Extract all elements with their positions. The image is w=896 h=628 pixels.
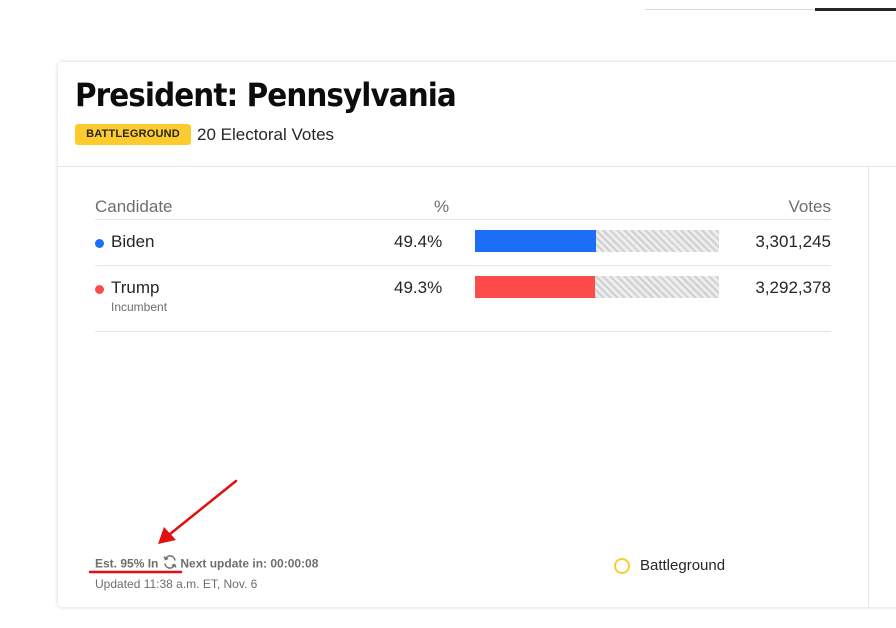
last-updated: Updated 11:38 a.m. ET, Nov. 6 <box>95 577 258 591</box>
candidate-name: Biden <box>111 232 155 251</box>
candidate-color-dot <box>95 239 104 248</box>
race-card: President: Pennsylvania BATTLEGROUND 20 … <box>58 62 896 607</box>
top-nav-active-indicator <box>815 8 896 11</box>
table-header: Candidate % Votes <box>95 196 831 220</box>
top-nav-rule <box>645 9 815 10</box>
candidate-percent: 49.4% <box>394 232 443 251</box>
reporting-status: Est. 95% In Next update in: 00:00:08 <box>95 554 318 573</box>
candidate-votes: 3,301,245 <box>755 232 831 251</box>
refresh-icon[interactable] <box>162 554 178 573</box>
next-update-countdown: Next update in: 00:00:08 <box>180 556 319 571</box>
vote-share-bar <box>475 230 719 252</box>
header-percent: % <box>434 197 450 216</box>
battleground-legend-icon <box>614 558 630 574</box>
race-header: President: Pennsylvania BATTLEGROUND 20 … <box>58 62 896 167</box>
candidate-percent: 49.3% <box>394 278 443 297</box>
header-candidate: Candidate <box>95 197 173 216</box>
candidate-votes: 3,292,378 <box>755 278 831 297</box>
table-row: Trump Incumbent 49.3% 3,292,378 <box>95 266 831 332</box>
results-table: Candidate % Votes Biden 49.4% 3,301,245 … <box>95 196 831 332</box>
vote-share-bar-fill <box>475 276 596 298</box>
candidate-incumbent-label: Incumbent <box>111 300 168 314</box>
battleground-badge: BATTLEGROUND <box>75 124 191 145</box>
electoral-votes: 20 Electoral Votes <box>197 125 335 144</box>
candidate-name: Trump <box>111 278 160 297</box>
race-title: President: Pennsylvania <box>75 76 457 114</box>
vote-share-bar <box>475 276 719 298</box>
column-divider <box>868 166 869 607</box>
estimated-in: Est. 95% In <box>95 556 159 571</box>
header-votes: Votes <box>788 197 831 216</box>
vote-share-bar-fill <box>475 230 596 252</box>
table-row: Biden 49.4% 3,301,245 <box>95 220 831 266</box>
legend-label: Battleground <box>640 557 726 574</box>
candidate-color-dot <box>95 285 104 294</box>
